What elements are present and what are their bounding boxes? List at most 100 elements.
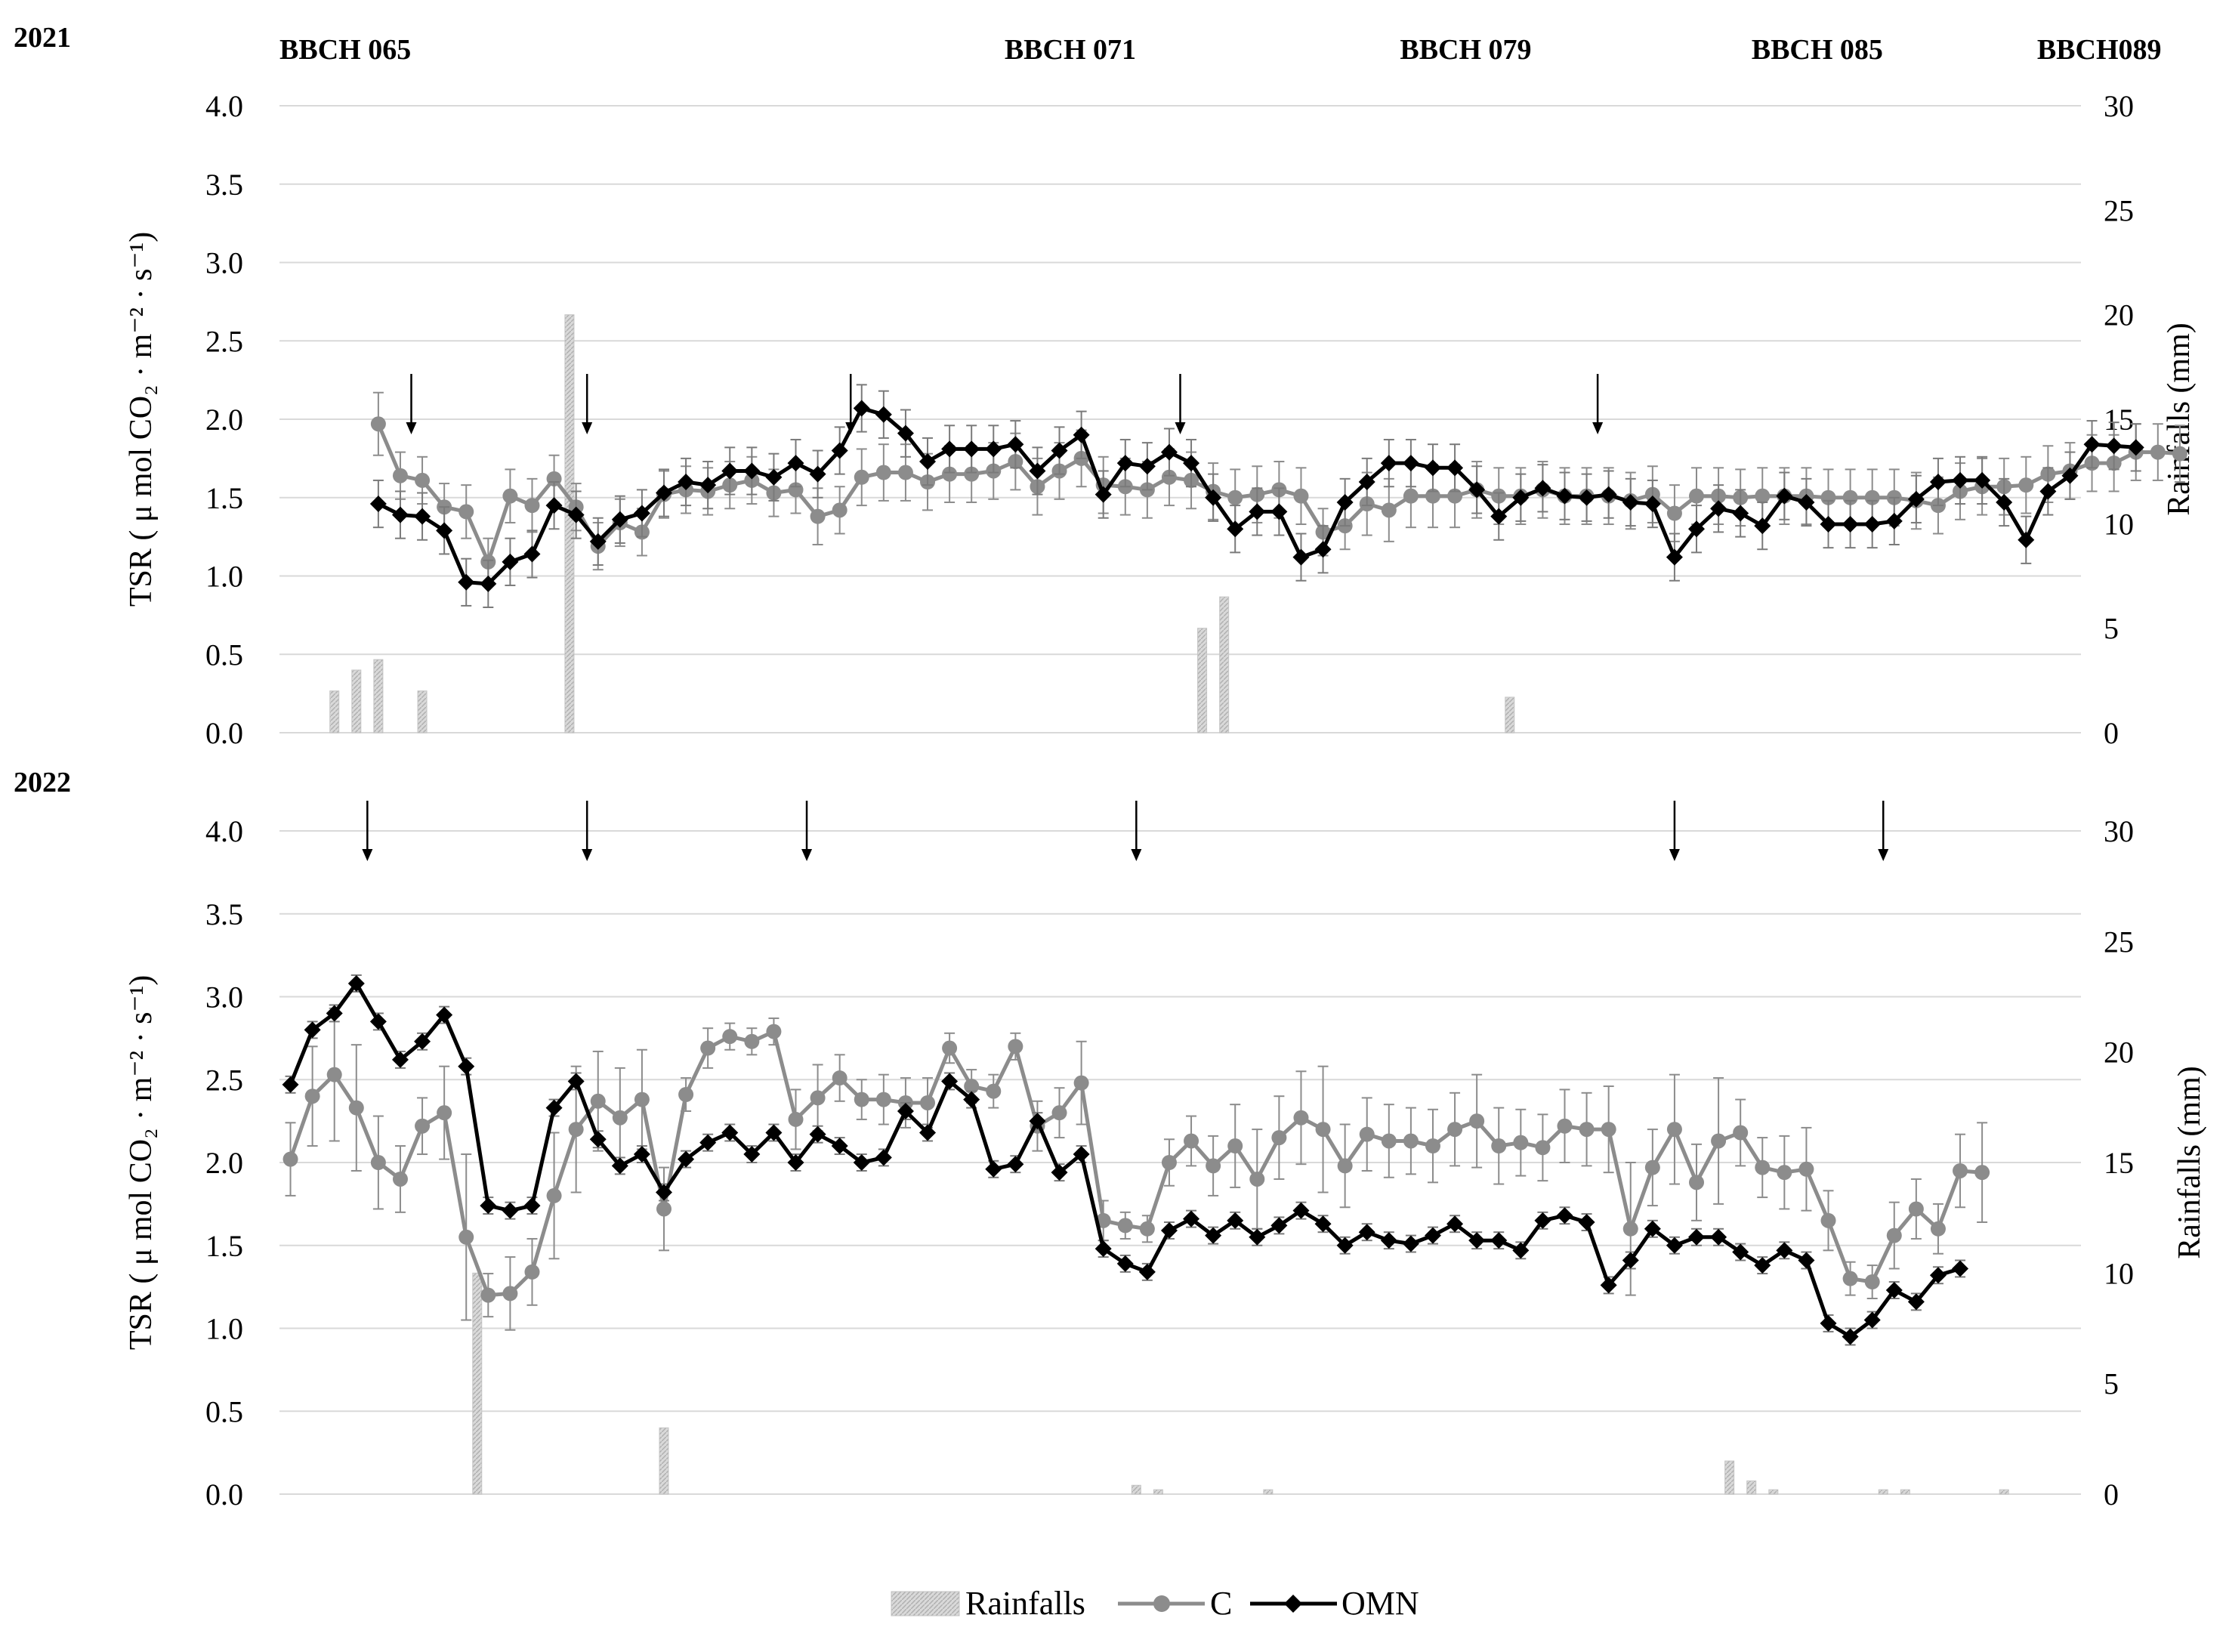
data-point-OMN [941, 1073, 959, 1090]
data-point-OMN [721, 462, 739, 480]
data-point-OMN [1227, 520, 1244, 538]
data-point-C [437, 1105, 452, 1121]
data-point-OMN [1688, 1228, 1706, 1246]
data-point-C [810, 508, 826, 524]
data-point-C [590, 1093, 606, 1109]
data-point-OMN [391, 1051, 409, 1068]
data-point-OMN [1863, 1311, 1881, 1329]
data-point-OMN [1205, 1227, 1222, 1244]
y2-tick-label: 25 [2104, 925, 2134, 959]
data-point-C [1447, 488, 1463, 504]
data-point-OMN [1270, 503, 1288, 520]
data-point-C [1820, 1212, 1836, 1228]
data-point-OMN [743, 1146, 761, 1163]
data-point-C [1908, 1201, 1924, 1217]
data-point-OMN [545, 497, 563, 514]
event-arrow [845, 374, 857, 434]
data-point-OMN [414, 1033, 431, 1050]
y-tick-label: 2.5 [205, 324, 243, 358]
stage-label: BBCH089 [2037, 34, 2162, 66]
data-point-OMN [502, 553, 519, 570]
data-point-C [348, 1100, 364, 1116]
data-point-C [370, 1155, 386, 1170]
data-point-OMN [1358, 474, 1375, 490]
data-point-C [1557, 1118, 1573, 1134]
series-line-C [289, 1030, 1983, 1298]
y2-tick-label: 20 [2104, 298, 2134, 332]
data-point-OMN [1073, 1146, 1090, 1163]
data-point-C [920, 1095, 936, 1110]
data-point-C [832, 1070, 847, 1086]
legend-marker-OMN [1284, 1595, 1302, 1613]
y-tick-label: 3.5 [205, 897, 243, 931]
data-point-C [1755, 1159, 1771, 1175]
rainfall-bar [1131, 1484, 1141, 1495]
data-point-C [2172, 446, 2187, 462]
data-point-C [1842, 1271, 1858, 1286]
data-point-OMN [809, 1126, 826, 1143]
data-point-C [546, 1187, 562, 1203]
data-point-OMN [699, 1134, 717, 1151]
data-point-OMN [436, 522, 453, 539]
data-point-OMN [1336, 1237, 1354, 1254]
data-point-OMN [1710, 500, 1727, 517]
data-point-OMN [941, 440, 959, 458]
data-point-OMN [765, 1124, 783, 1141]
data-point-OMN [1292, 548, 1310, 566]
data-point-OMN [919, 453, 937, 471]
data-point-C [568, 1122, 584, 1138]
data-point-C [1184, 1133, 1199, 1149]
data-point-OMN [1249, 1228, 1266, 1246]
data-point-C [1579, 1122, 1595, 1138]
data-point-OMN [1007, 1156, 1024, 1173]
data-point-C [1073, 1075, 1089, 1091]
data-point-OMN [1094, 1240, 1112, 1258]
rainfall-bar [564, 314, 575, 733]
data-point-OMN [458, 573, 475, 591]
data-point-OMN [1952, 471, 1969, 489]
event-arrow [1669, 801, 1680, 861]
y-tick-label: 2.0 [205, 1146, 243, 1180]
data-point-C [1755, 488, 1771, 504]
event-arrow [1175, 374, 1186, 434]
rainfall-bar [329, 690, 340, 733]
y-axis-title: TSR ( μ mol CO₂ · m⁻² · s⁻¹) [124, 232, 159, 607]
data-point-C [942, 466, 958, 482]
data-point-OMN [1754, 1257, 1771, 1274]
data-point-OMN [1842, 516, 1859, 533]
data-point-OMN [1380, 455, 1397, 472]
data-point-OMN [436, 1006, 453, 1024]
data-point-C [722, 1029, 738, 1045]
data-point-OMN [853, 1154, 870, 1171]
data-point-OMN [1029, 1113, 1046, 1130]
y2-tick-label: 0 [2104, 716, 2119, 750]
data-point-OMN [1490, 1232, 1508, 1249]
data-point-OMN [1842, 1328, 1859, 1345]
data-point-OMN [326, 1005, 343, 1022]
data-point-OMN [963, 1091, 980, 1108]
y-tick-label: 3.0 [205, 980, 243, 1014]
data-point-OMN [589, 1131, 607, 1148]
data-point-C [1447, 1122, 1463, 1138]
y-tick-label: 0.5 [205, 1394, 243, 1428]
rainfall-bar [1219, 596, 1230, 733]
y-tick-label: 2.0 [205, 403, 243, 437]
data-point-C [1930, 1221, 1946, 1237]
y-tick-label: 0.0 [205, 716, 243, 750]
data-point-OMN [743, 462, 761, 480]
data-point-OMN [1710, 1228, 1727, 1246]
data-point-C [1403, 1133, 1419, 1149]
data-point-OMN [1314, 1215, 1332, 1233]
data-point-OMN [699, 477, 717, 494]
data-point-C [304, 1088, 320, 1104]
data-point-C [370, 416, 386, 432]
data-point-OMN [1007, 436, 1024, 453]
y-tick-label: 2.5 [205, 1063, 243, 1097]
data-point-C [1666, 505, 1682, 521]
data-point-OMN [502, 1202, 519, 1219]
data-point-C [1206, 1158, 1221, 1174]
event-arrow [362, 801, 373, 861]
rainfall-bar [1505, 696, 1515, 733]
data-point-C [897, 465, 913, 480]
data-point-OMN [1029, 462, 1046, 480]
